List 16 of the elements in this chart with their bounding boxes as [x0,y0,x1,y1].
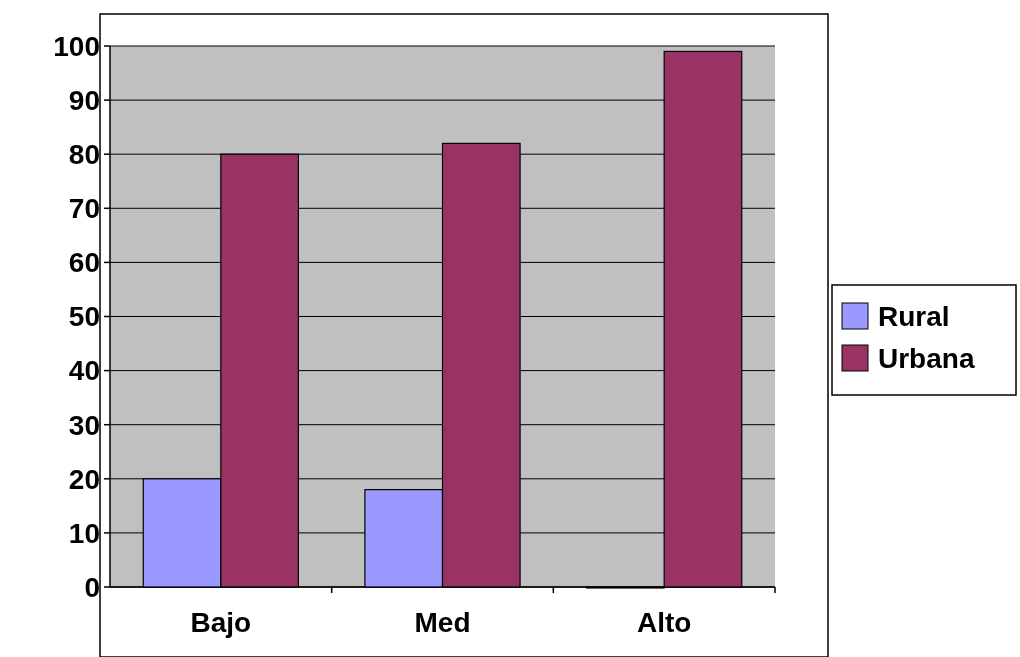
y-tick-label: 0 [84,571,100,603]
y-tick-label: 60 [68,247,100,279]
y-tick-label: 90 [68,84,100,116]
y-tick-label: 30 [68,409,100,441]
y-tick-label: 10 [68,517,100,549]
y-tick-label: 20 [68,463,100,495]
legend-label: Urbana [878,342,975,374]
x-tick-label: Med [414,607,471,638]
y-tick-label: 80 [68,139,100,170]
y-tick-label: 50 [68,301,100,333]
legend-label: Rural [878,300,950,332]
y-tick-label: 100 [53,30,100,62]
x-tick-label: Alto [636,607,692,638]
y-tick-label: 70 [68,193,100,225]
x-tick-label: Bajo [190,607,252,638]
y-tick-label: 40 [68,355,100,387]
